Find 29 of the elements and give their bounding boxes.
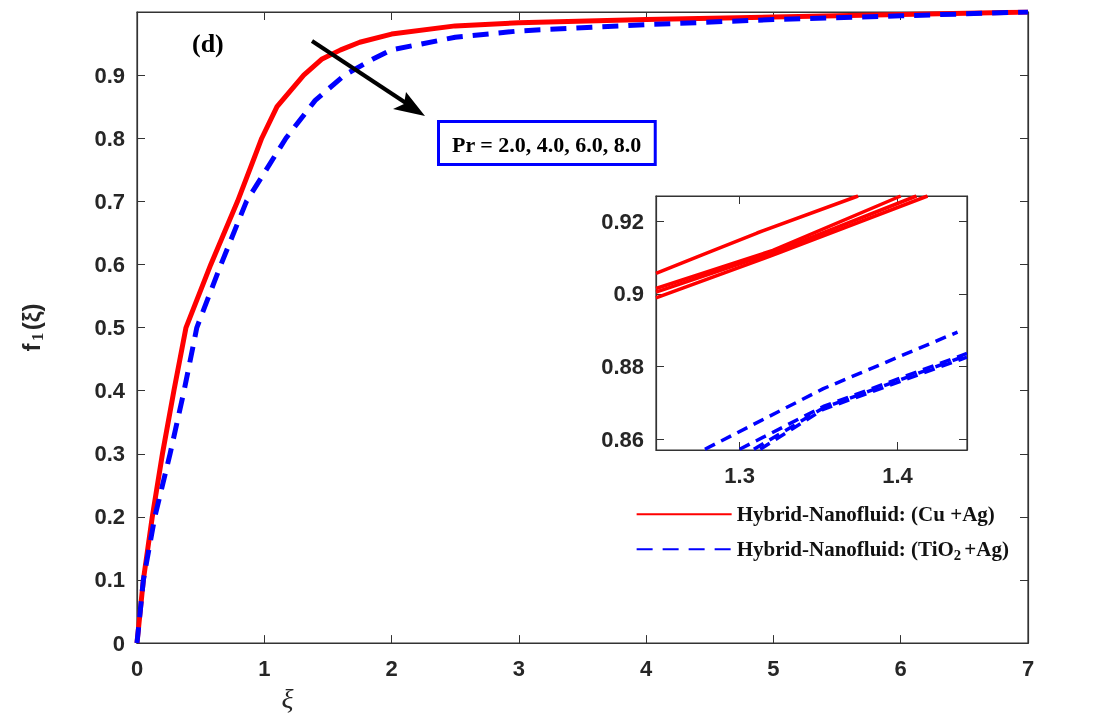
y-tick-label: 0.4 xyxy=(94,378,126,404)
y-tick-label: 0.9 xyxy=(613,281,644,307)
y-tick-label: 0.2 xyxy=(94,504,125,530)
x-tick-label: 1.3 xyxy=(724,462,755,488)
x-tick-label: 1 xyxy=(258,655,271,681)
y-tick-label: 0.1 xyxy=(94,567,125,593)
y-tick-label: 0.88 xyxy=(601,354,644,380)
y-axis-title: f1(ξ) xyxy=(17,303,47,352)
x-tick-label: 5 xyxy=(767,655,780,681)
x-tick-label: 0 xyxy=(130,655,144,681)
y-tick-label: 0.5 xyxy=(94,315,125,341)
x-tick-label: 7 xyxy=(1021,655,1035,681)
y-tick-label: 0 xyxy=(112,630,125,656)
x-tick-label: 4 xyxy=(640,655,654,681)
x-tick-label: 3 xyxy=(512,655,525,681)
y-tick-label: 0.3 xyxy=(94,441,125,467)
x-tick-label: 1.4 xyxy=(882,462,914,488)
y-tick-label: 0.92 xyxy=(601,208,644,234)
annotation: (d) xyxy=(192,28,224,58)
y-tick-label: 0.86 xyxy=(601,426,644,452)
y-tick-label: 0.9 xyxy=(94,62,125,88)
y-tick-label: 0.8 xyxy=(94,125,125,151)
y-tick-label: 0.6 xyxy=(94,251,125,277)
x-tick-label: 2 xyxy=(385,655,398,681)
legend-label: Hybrid-Nanofluid: (Cu +Ag) xyxy=(736,502,995,527)
x-tick-label: 6 xyxy=(894,655,907,681)
x-axis-title: ξ xyxy=(281,682,294,714)
y-tick-label: 0.7 xyxy=(94,188,125,214)
annotation: Pr = 2.0, 4.0, 6.0, 8.0 xyxy=(452,131,642,157)
